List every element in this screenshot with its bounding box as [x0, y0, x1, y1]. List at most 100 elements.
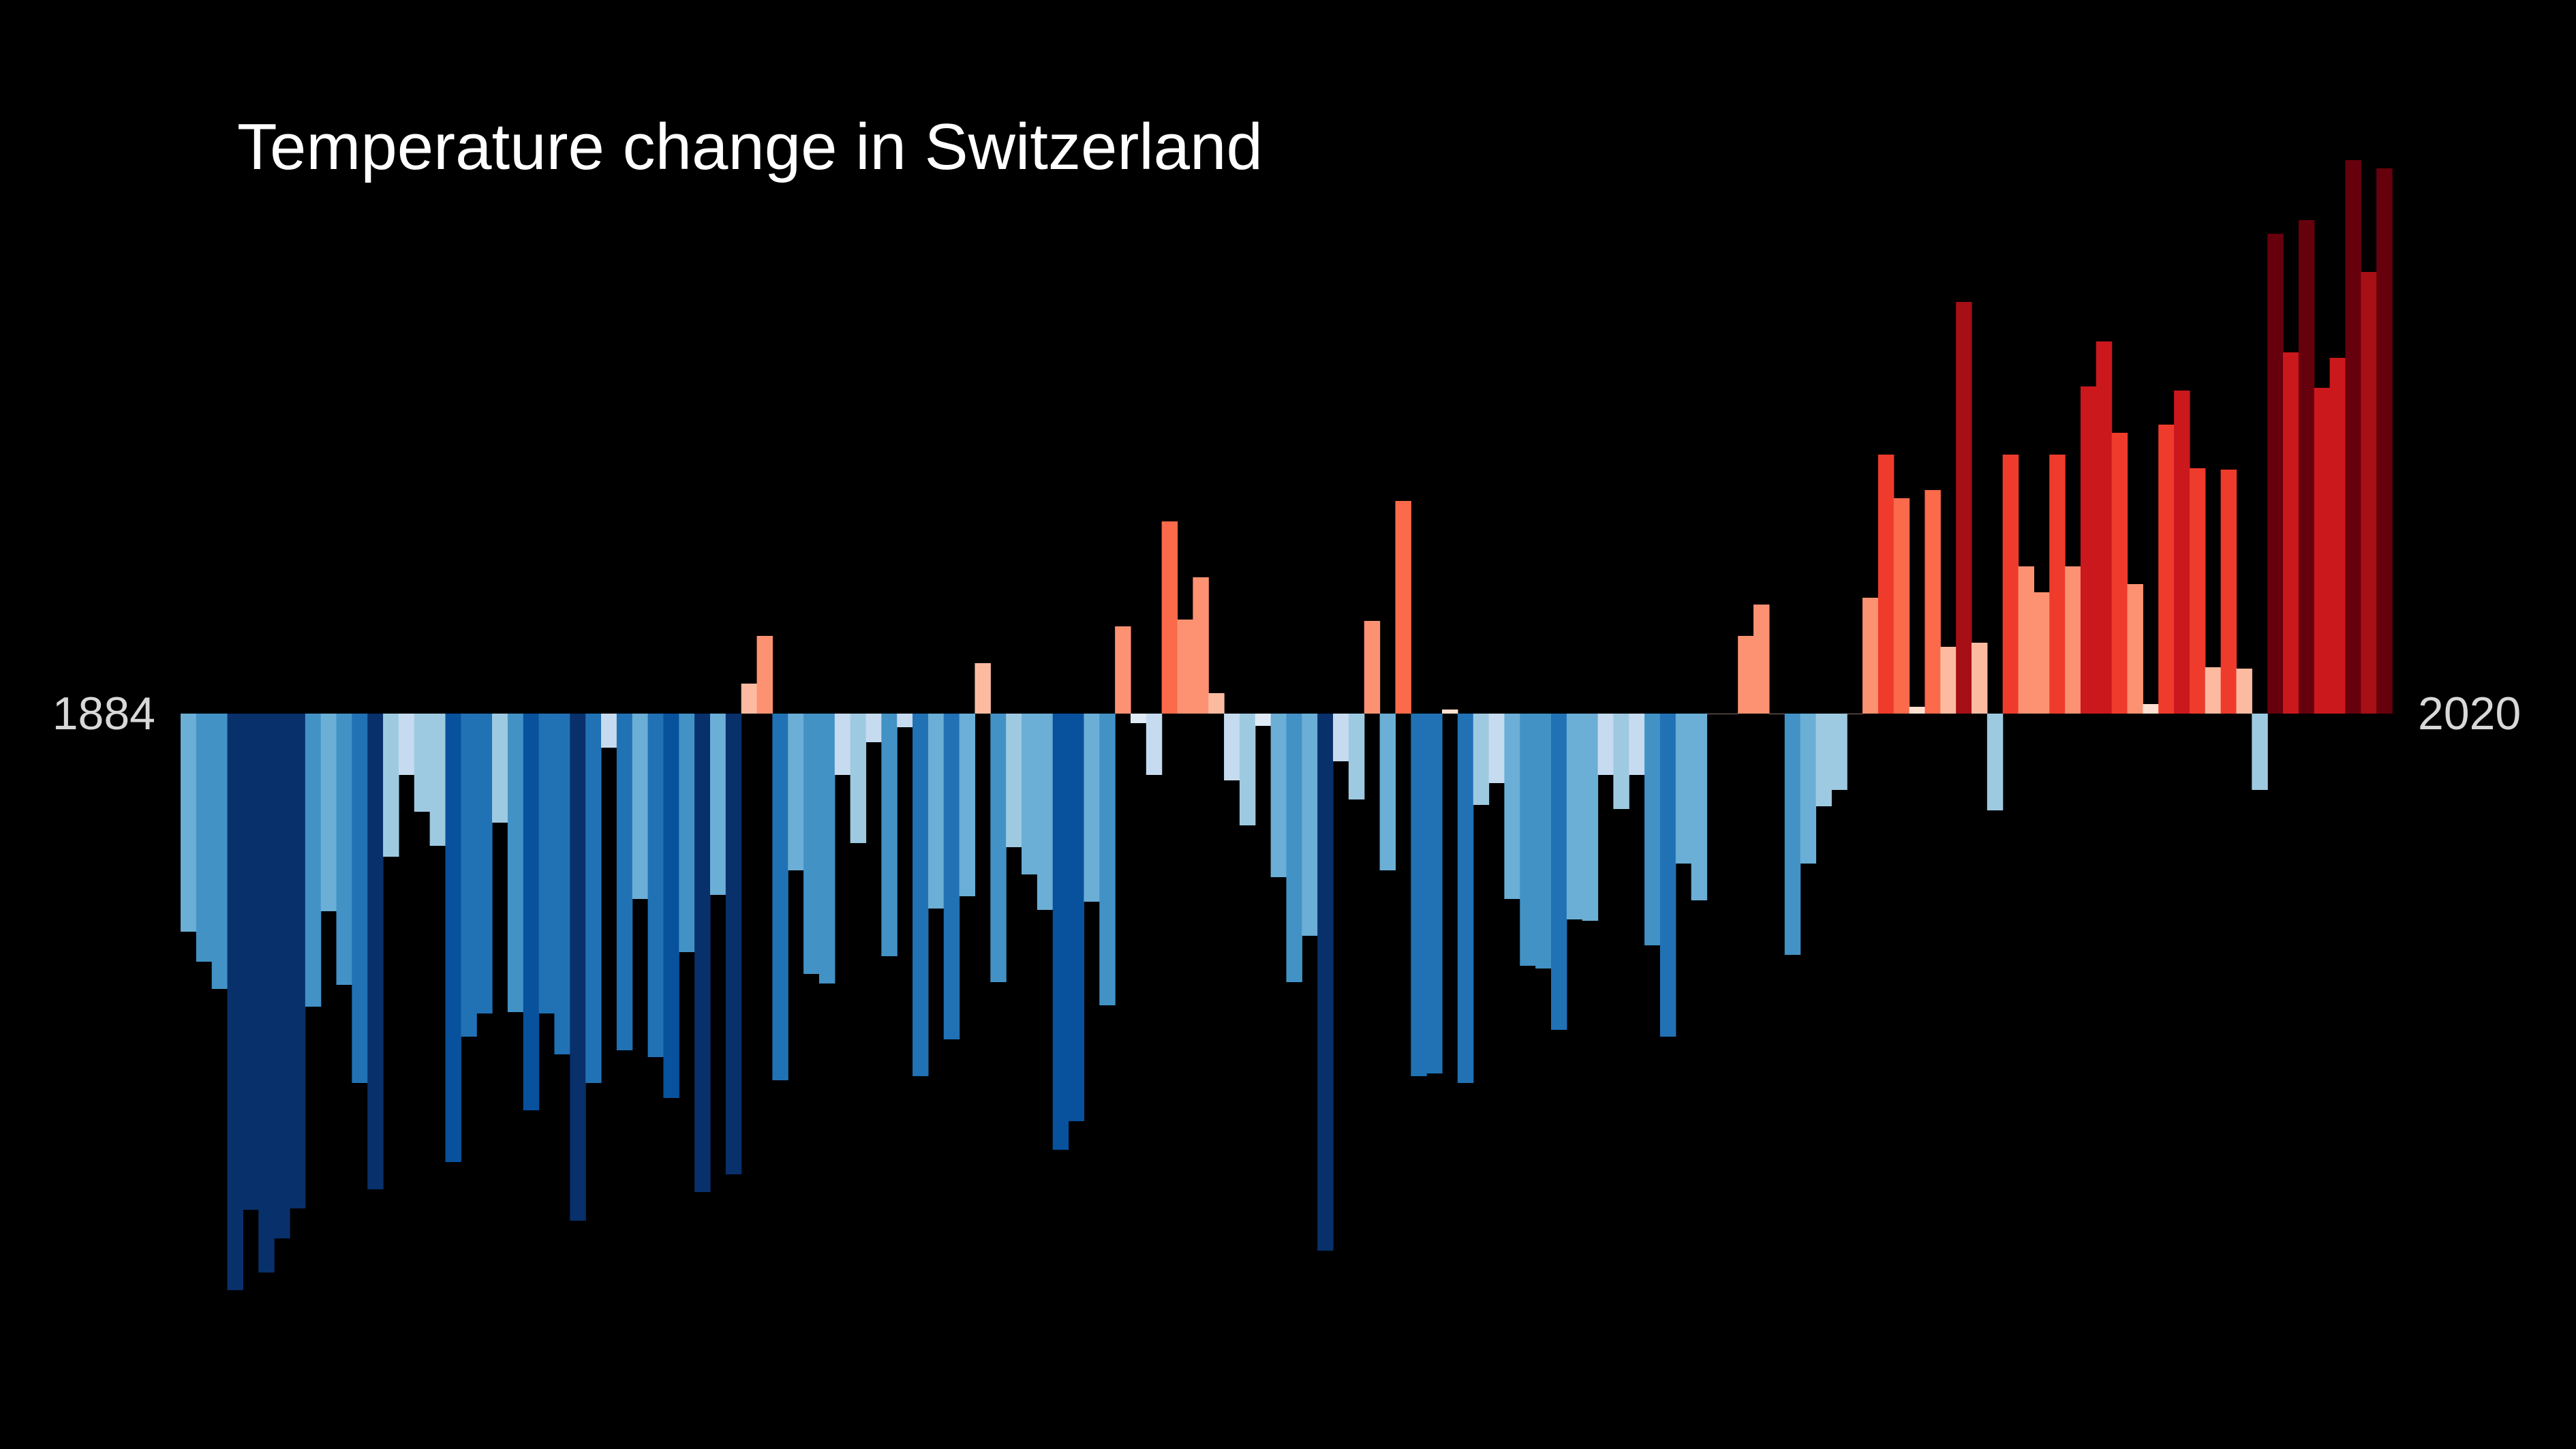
bar-1997 [1940, 647, 1957, 714]
end-year-label: 2020 [2418, 688, 2521, 739]
bar-1903 [476, 714, 493, 1013]
bar-1959 [1348, 714, 1365, 799]
bar-2011 [2158, 425, 2175, 714]
bar-2007 [2096, 341, 2113, 714]
bar-1922 [772, 714, 788, 1080]
bar-1998 [1956, 302, 1972, 714]
bar-2013 [2189, 468, 2206, 714]
bar-1954 [1270, 714, 1287, 877]
bar-1940 [1052, 714, 1069, 1150]
bar-1914 [647, 714, 664, 1057]
bar-1951 [1224, 714, 1240, 780]
bar-1964 [1426, 714, 1443, 1073]
bar-2015 [2220, 470, 2237, 714]
bar-1967 [1473, 714, 1490, 805]
bar-2006 [2080, 386, 2097, 714]
bar-1933 [943, 714, 960, 1039]
bar-1945 [1130, 714, 1147, 723]
bar-1920 [741, 684, 758, 714]
bar-2021 [2314, 388, 2331, 714]
bar-2016 [2236, 669, 2252, 714]
bar-1947 [1161, 521, 1178, 714]
bar-1970 [1520, 714, 1536, 966]
bar-1980 [1675, 714, 1692, 864]
bar-2010 [2143, 704, 2159, 714]
bar-1937 [1006, 714, 1022, 847]
bar-1917 [694, 714, 711, 1192]
bar-1949 [1193, 577, 1209, 714]
bar-1971 [1535, 714, 1552, 968]
bar-1906 [523, 714, 540, 1110]
bar-1887 [227, 714, 244, 1290]
bar-1916 [679, 714, 695, 952]
bar-1893 [320, 714, 337, 911]
bar-1963 [1411, 714, 1427, 1076]
bar-1895 [352, 714, 368, 1083]
bar-1913 [632, 714, 649, 899]
bar-1950 [1208, 693, 1225, 714]
bar-2025 [2376, 168, 2393, 714]
bar-2018 [2267, 234, 2284, 714]
bar-1941 [1068, 714, 1085, 1121]
chart-title: Temperature change in Switzerland [237, 110, 1263, 183]
bar-1973 [1566, 714, 1583, 919]
bar-1981 [1691, 714, 1708, 900]
bar-1969 [1504, 714, 1520, 899]
bar-1929 [881, 714, 898, 956]
bar-1988 [1800, 714, 1817, 864]
bar-2000 [1987, 714, 2004, 810]
bar-1977 [1629, 714, 1645, 775]
bar-2008 [2111, 433, 2128, 714]
bar-1999 [1971, 643, 1988, 714]
bar-1930 [897, 714, 913, 727]
bar-1942 [1084, 714, 1100, 902]
bar-1890 [274, 714, 290, 1238]
bar-1962 [1395, 501, 1411, 714]
bar-1976 [1613, 714, 1629, 809]
bar-1975 [1597, 714, 1614, 775]
bar-1885 [196, 714, 213, 962]
bar-1901 [445, 714, 461, 1162]
bar-2002 [2018, 566, 2034, 714]
bar-1905 [507, 714, 524, 1012]
bar-2022 [2329, 358, 2346, 714]
bar-1978 [1644, 714, 1661, 945]
bar-1960 [1364, 621, 1381, 714]
bar-1934 [959, 714, 976, 896]
bar-1957 [1317, 714, 1334, 1251]
bar-1896 [367, 714, 384, 1189]
bar-2024 [2361, 272, 2377, 714]
bar-2001 [2002, 455, 2019, 714]
bar-1894 [336, 714, 352, 985]
bar-1910 [585, 714, 602, 1083]
bar-2012 [2174, 391, 2190, 714]
bar-1932 [927, 714, 945, 909]
bar-1931 [913, 714, 929, 1076]
bar-1935 [975, 663, 991, 714]
bar-1965 [1442, 710, 1458, 714]
bar-1924 [803, 714, 820, 974]
bar-1908 [554, 714, 570, 1054]
bar-1972 [1550, 714, 1567, 1030]
bar-1897 [383, 714, 399, 857]
bar-1946 [1146, 714, 1163, 775]
bar-1992 [1862, 598, 1879, 714]
bar-1886 [211, 714, 228, 989]
bar-1993 [1877, 455, 1895, 714]
bar-1898 [398, 714, 415, 775]
bar-2023 [2345, 160, 2361, 714]
bar-1958 [1333, 714, 1349, 761]
bar-2004 [2049, 455, 2066, 714]
bar-2017 [2252, 714, 2268, 790]
bar-1948 [1177, 620, 1193, 714]
bar-2019 [2283, 352, 2299, 714]
bar-1995 [1909, 707, 1926, 714]
bar-1926 [834, 714, 851, 775]
bar-1925 [818, 714, 835, 983]
bar-1939 [1037, 714, 1054, 910]
bar-1923 [788, 714, 804, 870]
bar-1961 [1379, 714, 1396, 870]
bar-2005 [2065, 566, 2081, 714]
